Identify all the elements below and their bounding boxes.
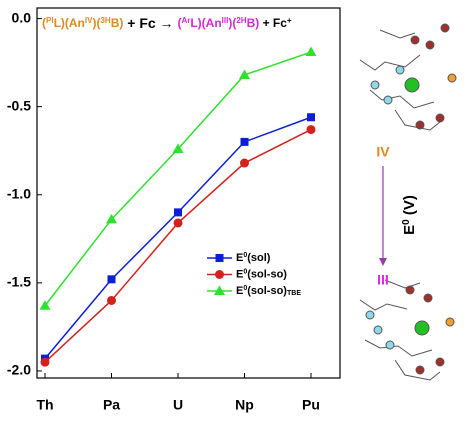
marker <box>306 125 316 135</box>
marker <box>39 300 51 310</box>
y-axis-label: E0 (V) <box>401 195 418 235</box>
x-tick-label: Pa <box>103 397 120 413</box>
marker <box>240 137 249 146</box>
molecule-top <box>359 23 457 131</box>
marker <box>172 143 184 153</box>
legend-superscript: 0 <box>243 285 247 292</box>
y-tick-label: -0.5 <box>7 97 31 113</box>
title-superscript: Ar <box>181 16 190 25</box>
title-superscript: 2H <box>236 16 246 25</box>
title-part: L)(An <box>190 16 221 30</box>
title-part: ( <box>177 16 181 30</box>
legend-label: E0(sol) <box>236 252 271 264</box>
title-part: ( <box>42 16 46 30</box>
series-line <box>44 116 312 360</box>
title-part: B) <box>247 16 260 30</box>
x-tick-label: U <box>173 397 183 413</box>
legend-superscript: 0 <box>243 268 247 275</box>
legend-superscript: 0 <box>243 252 247 259</box>
legend-marker <box>214 285 225 295</box>
y-label-part: E <box>401 225 418 235</box>
legend-part: E <box>236 285 243 297</box>
marker <box>107 295 116 305</box>
title-part: )( <box>228 16 236 30</box>
state-top: IV <box>376 144 390 160</box>
marker <box>106 213 117 224</box>
x-tick-label: Pu <box>302 397 320 413</box>
title-superscript: IV <box>85 16 93 25</box>
y-label-superscript: 0 <box>401 219 412 225</box>
title-superscript: 3H <box>100 16 110 25</box>
title-part: + Fc → <box>123 15 177 31</box>
state-bottom: III <box>377 272 389 288</box>
arrow-head <box>379 258 387 266</box>
chart-title: (PIL)(AnIV)(3HB) + Fc → (ArL)(AnIII)(2HB… <box>42 15 292 31</box>
series-line <box>44 128 312 363</box>
legend-part: (sol-so) <box>247 285 287 297</box>
y-label-part: (V) <box>401 195 418 219</box>
y-tick-label: -2.0 <box>7 362 31 378</box>
marker <box>307 113 315 122</box>
y-tick-label: -1.0 <box>7 185 31 201</box>
legend-subscript: TBE <box>287 290 301 297</box>
marker <box>173 218 183 228</box>
legend-part: E <box>236 268 243 280</box>
molecule-bottom <box>359 279 455 381</box>
legend-label: E0(sol-so) <box>236 268 287 280</box>
marker <box>107 275 116 284</box>
y-tick-label: 0.0 <box>12 9 32 25</box>
title-superscript: III <box>222 16 229 25</box>
marker <box>40 357 50 367</box>
title-part: + Fc <box>259 16 287 30</box>
marker <box>239 69 250 79</box>
legend-part: (sol) <box>247 252 271 264</box>
legend-part: E <box>236 252 243 264</box>
marker <box>240 158 249 168</box>
marker <box>305 46 317 57</box>
title-part: L)(An <box>54 16 85 30</box>
title-superscript: PI <box>46 16 54 25</box>
title-part: B) <box>111 16 124 30</box>
x-tick-label: Th <box>36 397 53 413</box>
legend-label: E0(sol-so)TBE <box>236 285 301 297</box>
x-tick-label: Np <box>235 397 254 413</box>
y-tick-label: -1.5 <box>7 274 31 290</box>
legend-part: (sol-so) <box>247 268 287 280</box>
title-superscript: + <box>287 16 292 25</box>
marker <box>174 208 182 217</box>
legend-marker <box>215 254 224 262</box>
plot-frame <box>36 7 341 379</box>
title-part: )( <box>92 16 100 30</box>
legend-marker <box>215 270 224 279</box>
